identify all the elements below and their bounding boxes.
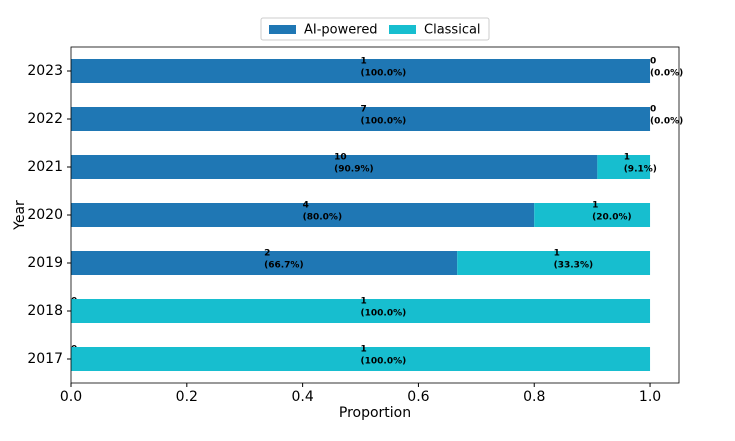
bar-percent-label: (100.0%) [361, 357, 407, 367]
y-axis-label: Year [12, 200, 28, 231]
bar-count-label: 0 [650, 57, 656, 67]
bar-segment [71, 155, 598, 179]
bar-percent-label: (100.0%) [361, 309, 407, 319]
bar-segment [71, 347, 651, 371]
x-tick-label: 0.4 [291, 389, 313, 405]
bar-percent-label: (100.0%) [361, 69, 407, 79]
y-tick-label: 2017 [27, 351, 63, 367]
bar-percent-label: (80.0%) [303, 213, 342, 223]
plot-frame [70, 46, 680, 384]
bar-percent-label: (20.0%) [592, 213, 631, 223]
bar-percent-label: (0.0%) [650, 117, 683, 127]
x-tick-label: 1.0 [639, 389, 661, 405]
x-tick-label: 0.2 [176, 389, 198, 405]
bar-count-label: 1 [361, 345, 367, 355]
bar-segment [71, 59, 651, 83]
legend-box [260, 17, 490, 41]
bar-segment [71, 251, 458, 275]
bar-count-label: 1 [554, 249, 560, 259]
bar-segment [457, 251, 651, 275]
bar-count-label: 4 [303, 201, 309, 211]
legend-label: Classical [424, 23, 481, 38]
legend-swatch [389, 25, 416, 34]
x-tick-label: 0.0 [60, 389, 82, 405]
y-tick-label: 2020 [27, 207, 63, 223]
legend-label: AI-powered [304, 23, 378, 38]
x-tick-label: 0.6 [407, 389, 429, 405]
y-tick-label: 2019 [27, 255, 63, 271]
bar-count-label: 1 [592, 201, 598, 211]
bar-percent-label: (90.9%) [334, 165, 373, 175]
bar-count-label: 1 [361, 57, 367, 67]
legend-swatch [269, 25, 296, 34]
x-tick-label: 0.8 [523, 389, 545, 405]
y-tick-label: 2023 [27, 63, 63, 79]
bar-count-label: 1 [361, 297, 367, 307]
bar-count-label: 0 [650, 105, 656, 115]
bar-count-label: 1 [624, 153, 630, 163]
bar-segment [71, 203, 535, 227]
bar-count-label: 2 [264, 249, 270, 259]
bar-segment [71, 107, 651, 131]
y-tick-label: 2021 [27, 159, 63, 175]
bar-count-label: 7 [361, 105, 367, 115]
bar-segment [534, 203, 651, 227]
bar-segment [597, 155, 651, 179]
bar-percent-label: (100.0%) [361, 117, 407, 127]
y-tick-label: 2018 [27, 303, 63, 319]
x-axis-label: Proportion [339, 405, 411, 421]
bar-percent-label: (66.7%) [264, 261, 303, 271]
bar-percent-label: (0.0%) [650, 69, 683, 79]
bar-percent-label: (33.3%) [554, 261, 593, 271]
bar-percent-label: (9.1%) [624, 165, 657, 175]
bar-segment [71, 299, 651, 323]
y-tick-label: 2022 [27, 111, 63, 127]
bar-count-label: 10 [334, 153, 347, 163]
